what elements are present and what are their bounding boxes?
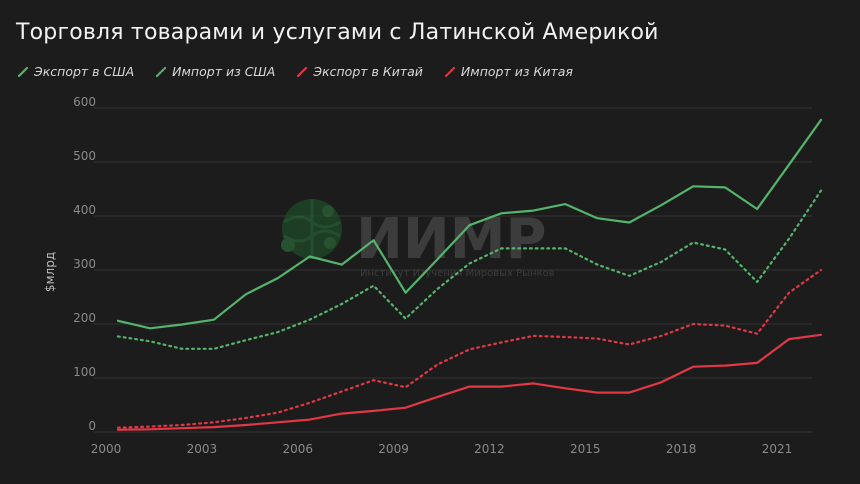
x-tick-label: 2000 bbox=[91, 442, 122, 456]
x-tick-label: 2021 bbox=[762, 442, 793, 456]
y-tick-label: 300 bbox=[73, 257, 96, 271]
x-tick-label: 2015 bbox=[570, 442, 601, 456]
y-tick-label: 100 bbox=[73, 365, 96, 379]
legend-label: Экспорт в США bbox=[34, 64, 135, 79]
legend: Экспорт в США Импорт из США Экспорт в Ки… bbox=[18, 64, 573, 79]
legend-item-china-export: Экспорт в Китай bbox=[297, 64, 423, 79]
y-tick-label: 600 bbox=[73, 95, 96, 109]
legend-item-us-import: Импорт из США bbox=[156, 64, 275, 79]
legend-swatch-solid-red-icon bbox=[297, 66, 308, 77]
series-line-0 bbox=[116, 118, 823, 330]
y-axis-ticks: 0 100 200 300 400 500 600 bbox=[73, 95, 96, 433]
legend-swatch-solid-green-icon bbox=[18, 66, 28, 77]
x-tick-label: 2003 bbox=[187, 442, 218, 456]
legend-label: Импорт из США bbox=[172, 64, 276, 79]
watermark-brand: ИИМР bbox=[356, 207, 547, 272]
series-line-2 bbox=[116, 333, 823, 431]
legend-label: Импорт из Китая bbox=[460, 64, 573, 79]
x-tick-label: 2009 bbox=[378, 442, 409, 456]
series-line-1 bbox=[116, 189, 823, 350]
globe-logo-icon bbox=[281, 199, 342, 259]
legend-item-us-export: Экспорт в США bbox=[18, 64, 134, 79]
legend-label: Экспорт в Китай bbox=[313, 64, 423, 79]
chart-title: Торговля товарами и услугами с Латинской… bbox=[16, 20, 659, 45]
series-lines bbox=[116, 118, 823, 431]
legend-swatch-dotted-red-icon bbox=[444, 66, 455, 77]
y-tick-label: 0 bbox=[88, 419, 96, 433]
legend-swatch-dotted-green-icon bbox=[156, 66, 167, 77]
y-tick-label: 500 bbox=[73, 149, 96, 163]
x-tick-label: 2018 bbox=[666, 442, 697, 456]
series-line-3 bbox=[116, 268, 823, 429]
y-tick-label: 400 bbox=[73, 203, 96, 217]
watermark: ИИМР Институт Изучения Мировых Рынков bbox=[281, 199, 555, 279]
x-tick-label: 2006 bbox=[282, 442, 313, 456]
x-tick-label: 2012 bbox=[474, 442, 505, 456]
legend-item-china-import: Импорт из Китая bbox=[444, 64, 573, 79]
y-axis-label: $млрд bbox=[43, 252, 57, 292]
y-tick-label: 200 bbox=[73, 311, 96, 325]
x-axis-ticks: 2000 2003 2006 2009 2012 2015 2018 2021 bbox=[91, 442, 793, 456]
